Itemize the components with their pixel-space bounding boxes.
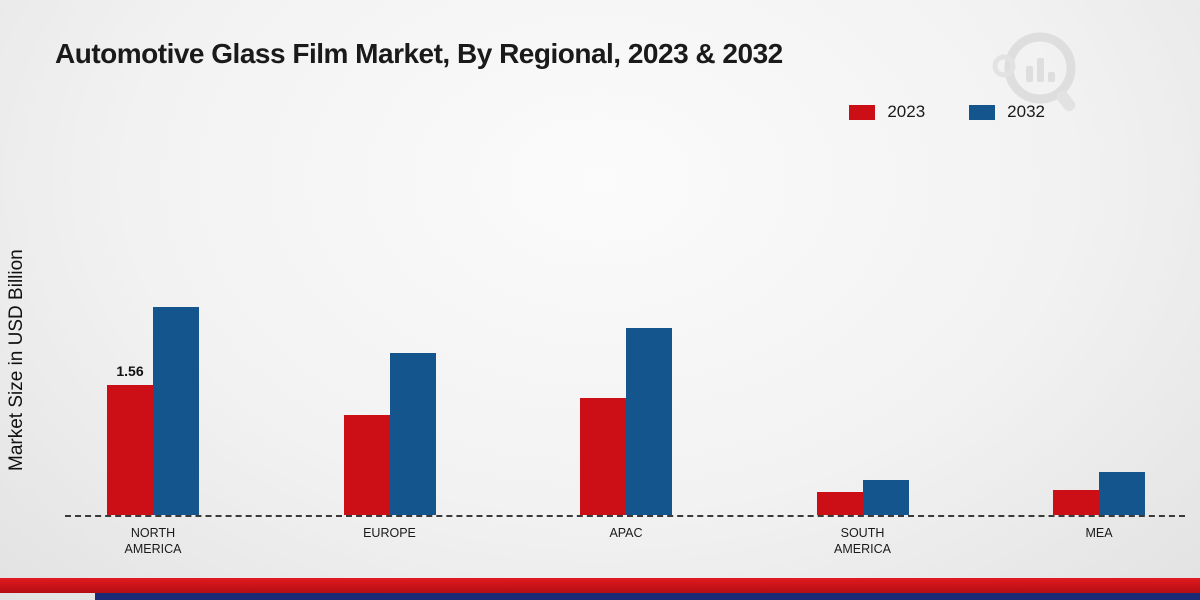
bar-group-apac: APAC: [580, 328, 672, 540]
y-axis-label: Market Size in USD Billion: [6, 249, 27, 471]
x-axis-baseline: [65, 515, 1185, 517]
category-label-north-america: NORTH AMERICA: [124, 526, 182, 557]
category-label-europe: EUROPE: [363, 526, 416, 540]
bar-2032-south-america: [862, 480, 909, 515]
bar-2023-apac: [580, 398, 626, 515]
bar-group-mea: MEA: [1053, 472, 1145, 540]
bar-2032-apac: [626, 328, 672, 515]
bar-2023-mea: [1053, 490, 1099, 515]
watermark-logo: [992, 32, 1076, 112]
category-label-mea: MEA: [1085, 526, 1113, 540]
legend-label: 2032: [1007, 102, 1045, 121]
legend-item-2032: 2032: [969, 102, 1045, 122]
legend: 2023 2032: [849, 102, 1045, 122]
bottom-strip-red: [0, 578, 1200, 593]
bar-2032-mea: [1099, 472, 1145, 515]
bar-2023-europe: [343, 415, 390, 515]
bar-group-europe: EUROPE: [343, 353, 436, 540]
category-label-south-america: SOUTH AMERICA: [834, 526, 891, 557]
bar-group-north-america: 1.56 NORTH AMERICA: [107, 307, 199, 556]
bar-group-south-america: SOUTH AMERICA: [816, 480, 909, 556]
bottom-strip-navy: [95, 593, 1200, 600]
bar-value-label-north-america: 1.56: [116, 363, 144, 379]
bar-2032-north-america: [153, 307, 199, 515]
chart-area: 1.56 NORTH AMERICA EUROPE APAC SOUTH AMERICA…: [65, 83, 1185, 556]
bar-2023-north-america: 1.56: [107, 363, 153, 515]
category-label-apac: APAC: [609, 526, 643, 540]
page-title: Automotive Glass Film Market, By Regiona…: [55, 38, 783, 69]
legend-swatch-2023: [849, 104, 876, 120]
bar-2032-europe: [389, 353, 436, 515]
bar-2023-south-america: [816, 492, 863, 515]
legend-label: 2023: [887, 102, 926, 121]
legend-item-2023: 2023: [849, 102, 925, 122]
legend-swatch-2032: [969, 104, 996, 120]
bar-groups: 1.56 NORTH AMERICA EUROPE APAC SOUTH AMERICA…: [65, 83, 1185, 556]
